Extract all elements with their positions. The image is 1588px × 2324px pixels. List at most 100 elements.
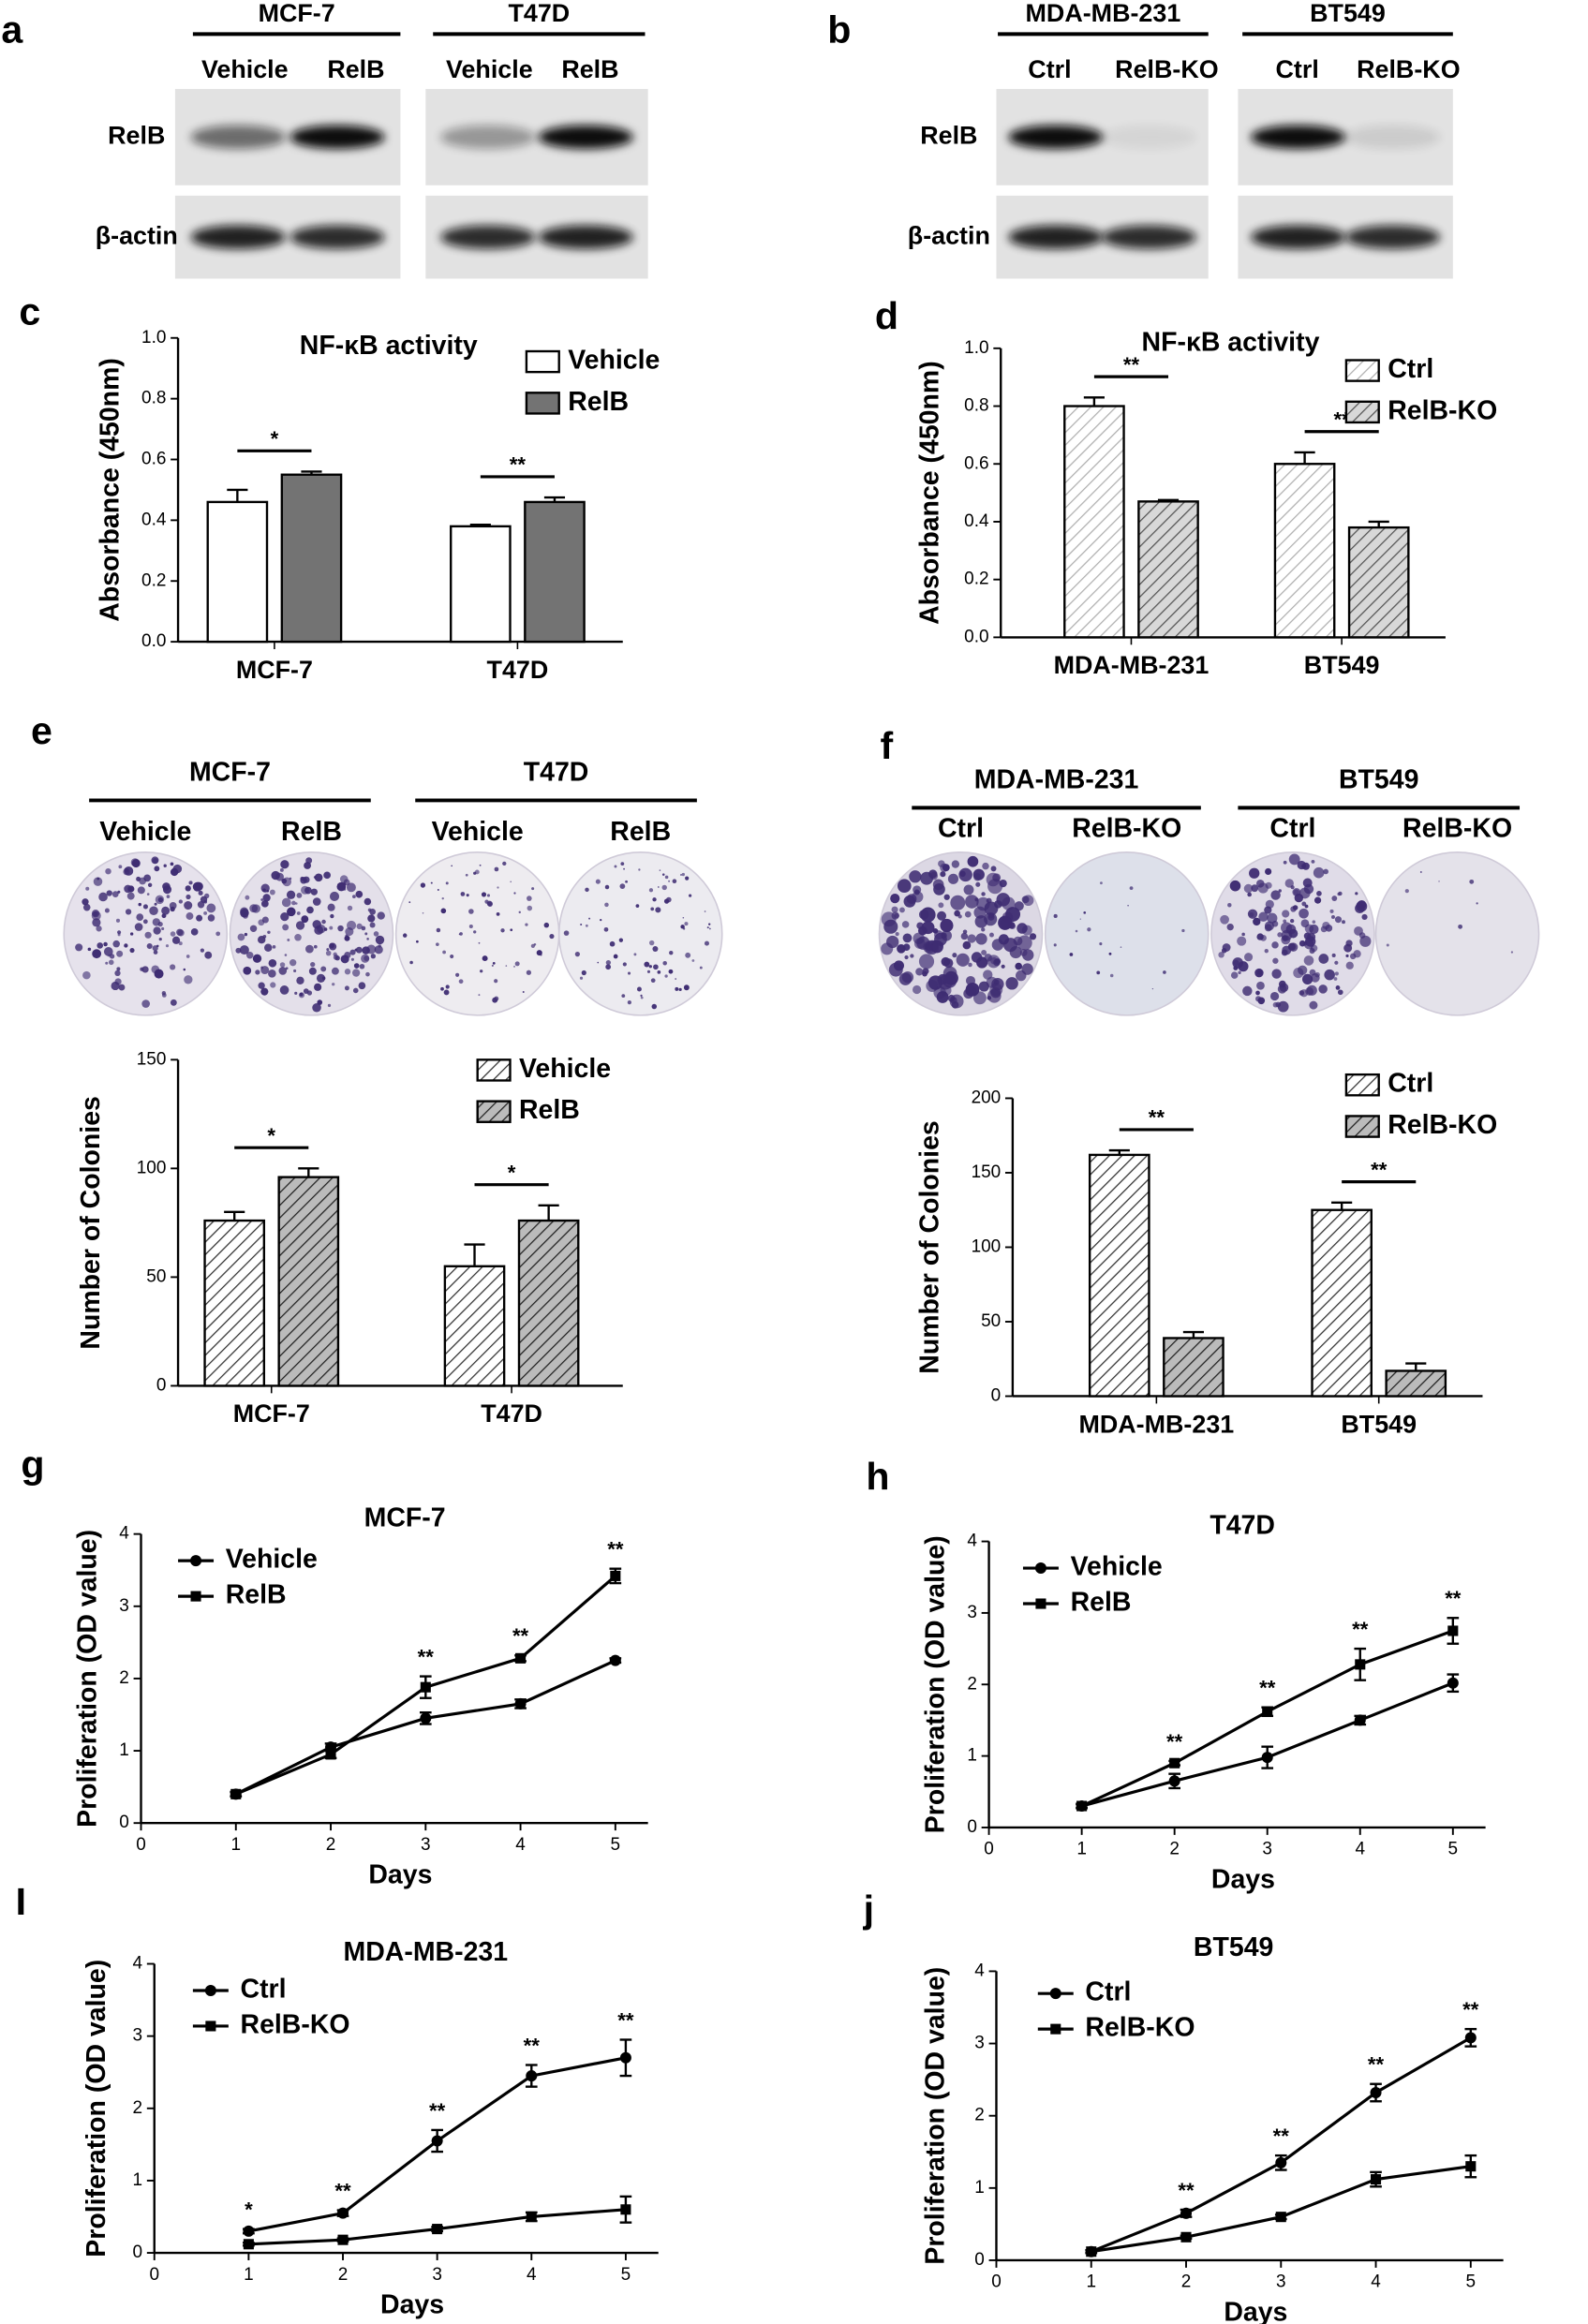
- lane-label: Ctrl: [1276, 55, 1319, 83]
- bar: [206, 500, 269, 644]
- culture-dish: [1374, 851, 1540, 1016]
- colony: [518, 910, 521, 914]
- colony: [134, 923, 143, 931]
- colony: [531, 887, 535, 891]
- colony: [458, 979, 464, 984]
- colony: [491, 964, 494, 967]
- colony: [1299, 887, 1311, 899]
- colony: [682, 916, 685, 919]
- colony: [1283, 919, 1287, 924]
- colony: [1304, 904, 1309, 909]
- colony: [640, 994, 643, 997]
- colony: [486, 900, 493, 907]
- blot-band: [1344, 225, 1441, 249]
- y-axis-label: Proliferation (OD value): [82, 1960, 111, 2257]
- colony: [657, 970, 661, 974]
- colony: [165, 944, 170, 948]
- significance-label: **: [1352, 1618, 1369, 1641]
- colony: [939, 941, 944, 947]
- colony: [1221, 948, 1227, 954]
- colony: [314, 873, 323, 882]
- colony: [186, 912, 194, 920]
- colony: [1355, 892, 1358, 896]
- colony: [82, 903, 91, 911]
- lane-label: RelB: [561, 55, 618, 83]
- colony: [366, 938, 369, 940]
- colony: [207, 914, 215, 922]
- colony: [249, 925, 258, 932]
- colony: [323, 871, 331, 880]
- colony: [136, 913, 144, 921]
- colony: [1226, 923, 1234, 931]
- colony: [492, 961, 496, 965]
- colony: [1299, 989, 1309, 998]
- colony: [623, 867, 625, 870]
- colony: [154, 866, 160, 872]
- legend-label: Ctrl: [1388, 354, 1433, 384]
- colony: [661, 873, 665, 876]
- series-line: [1081, 1681, 1454, 1808]
- colony: [1244, 953, 1254, 962]
- panel-letter: a: [1, 8, 23, 52]
- colony: [478, 941, 481, 944]
- panel-letter: h: [866, 1455, 889, 1498]
- colony: [468, 924, 473, 929]
- blot-band: [289, 125, 385, 150]
- colony: [659, 869, 661, 871]
- lane-label: Vehicle: [201, 55, 289, 83]
- bar: [1137, 500, 1199, 639]
- colony: [675, 978, 677, 980]
- panel-letter: d: [875, 294, 898, 337]
- x-tick-label: 1: [230, 1835, 241, 1855]
- data-point: [1275, 2212, 1286, 2223]
- colony: [1265, 899, 1274, 909]
- legend-label: Ctrl: [1085, 1977, 1131, 2007]
- colony: [973, 906, 987, 919]
- colony: [902, 933, 913, 943]
- colony: [891, 906, 898, 913]
- y-tick-label: 0.2: [141, 570, 166, 590]
- colony: [305, 944, 314, 954]
- colony: [497, 886, 499, 889]
- colony: [352, 987, 359, 994]
- colony: [1001, 964, 1005, 969]
- colony: [266, 889, 270, 893]
- colony: [684, 922, 689, 926]
- colony: [652, 946, 659, 953]
- colony: [600, 918, 602, 922]
- bar: [524, 500, 586, 644]
- data-point: [609, 1654, 621, 1666]
- colony: [932, 879, 944, 891]
- y-tick-label: 3: [974, 2034, 985, 2053]
- colony: [85, 886, 90, 891]
- colony: [635, 904, 640, 909]
- colony: [943, 970, 958, 985]
- group-label: T47D: [508, 0, 570, 27]
- colony: [1096, 970, 1101, 975]
- lane-label: RelB: [327, 55, 384, 83]
- blot-band: [1250, 225, 1346, 249]
- colony: [708, 923, 711, 925]
- colony: [987, 879, 1003, 895]
- colony: [327, 903, 335, 911]
- colony: [295, 902, 298, 905]
- colony: [1129, 886, 1134, 891]
- colony: [1458, 924, 1462, 929]
- culture-dish: [1044, 851, 1210, 1016]
- bar: [1273, 463, 1336, 639]
- colony: [672, 879, 677, 884]
- colony: [609, 940, 616, 947]
- colony: [441, 896, 444, 900]
- colony: [409, 960, 413, 965]
- x-tick-label: T47D: [481, 1399, 542, 1428]
- data-point: [1371, 2174, 1382, 2185]
- data-point: [1464, 2032, 1477, 2044]
- colony: [1251, 884, 1259, 893]
- colony: [1281, 935, 1291, 945]
- colony: [1323, 868, 1328, 875]
- legend-marker: [190, 1555, 202, 1567]
- colony: [364, 897, 372, 906]
- colony: [296, 976, 304, 984]
- significance-label: **: [1273, 2124, 1290, 2148]
- colony: [1237, 936, 1247, 946]
